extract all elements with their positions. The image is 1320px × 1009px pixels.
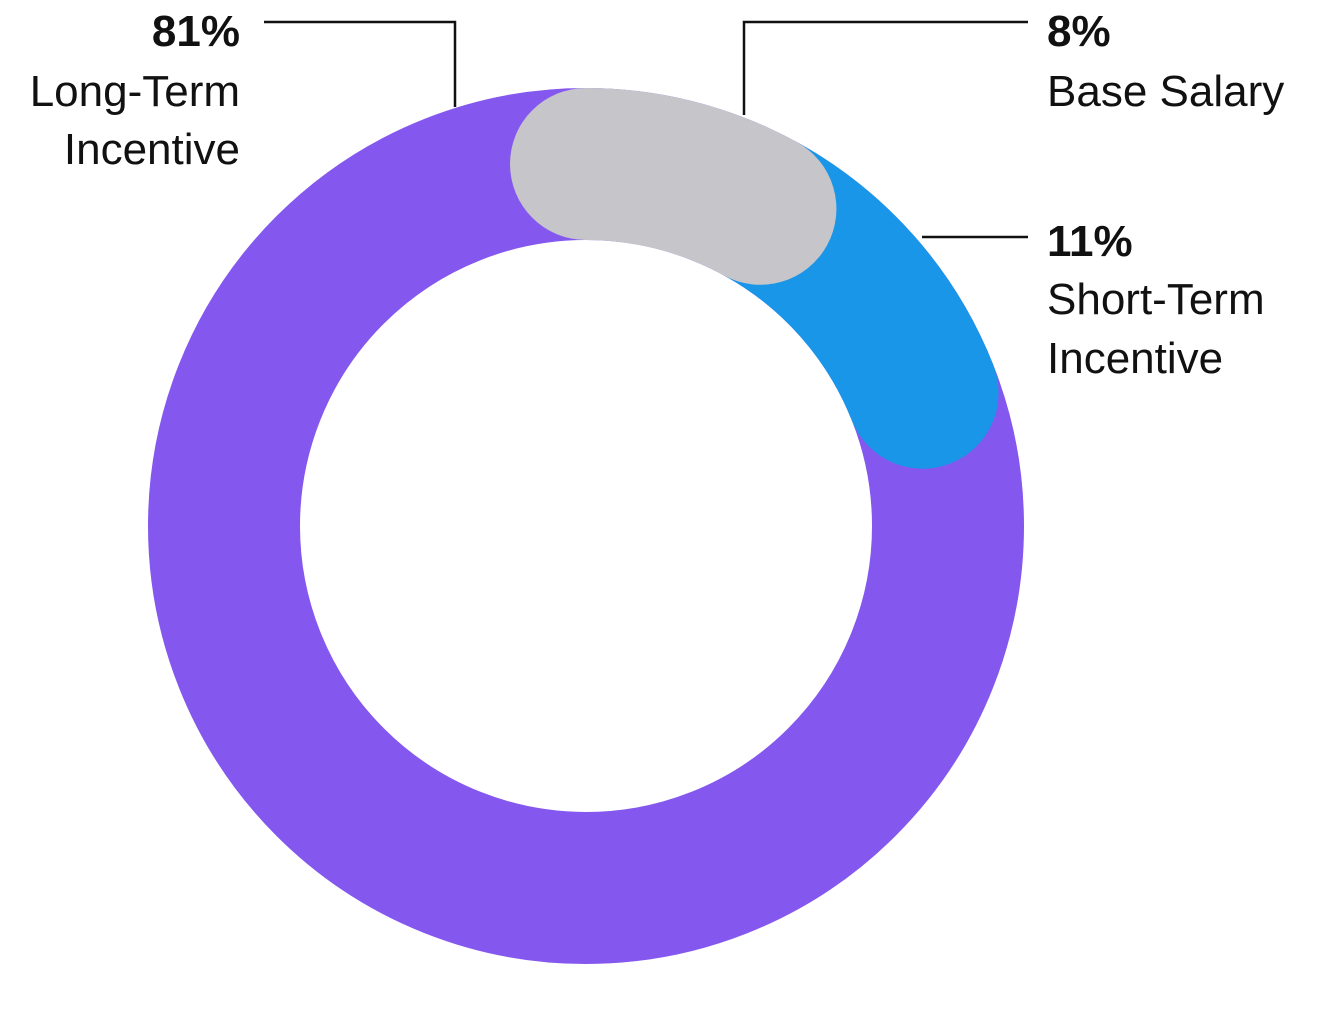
- short-term-percent-label: 11%: [1047, 217, 1133, 266]
- long-term-percent-label: 81%: [152, 7, 240, 56]
- long-term-leader-line: [264, 20, 457, 107]
- short-term-label-line1: Short-Term: [1047, 275, 1265, 324]
- base-salary-label-line1: Base Salary: [1047, 67, 1284, 116]
- base-salary-segment: [148, 88, 1024, 964]
- base-salary-leader-line: [742, 20, 1028, 115]
- long-term-label-line2: Incentive: [64, 125, 240, 174]
- donut-segments: [148, 88, 1024, 964]
- base-salary-percent-label: 8%: [1047, 7, 1111, 56]
- short-term-label-line2: Incentive: [1047, 334, 1223, 383]
- long-term-label-line1: Long-Term: [30, 67, 240, 116]
